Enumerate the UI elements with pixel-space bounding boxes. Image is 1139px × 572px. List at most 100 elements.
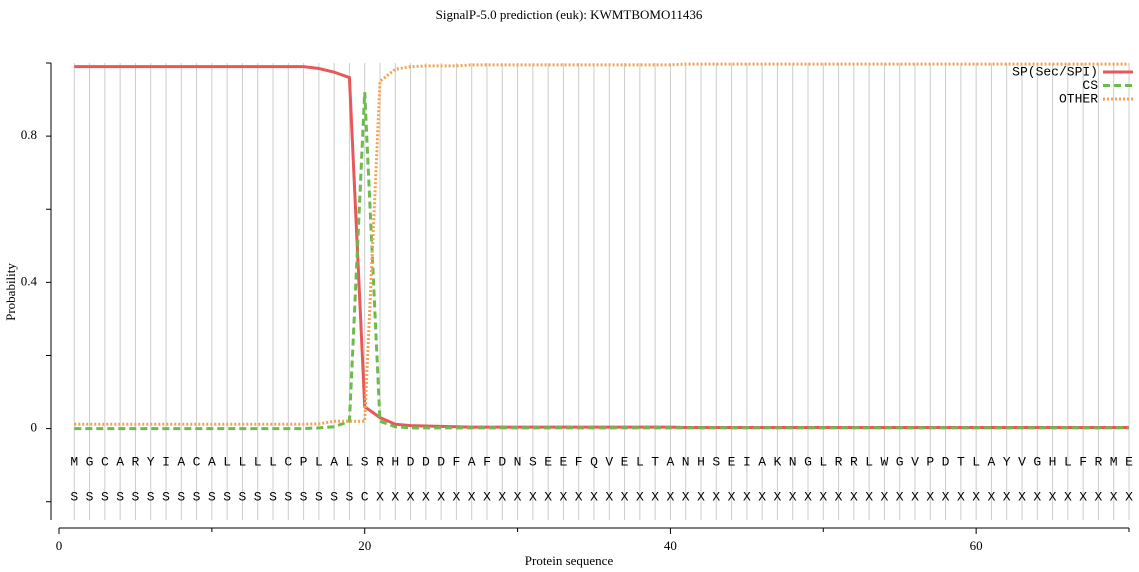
residue: V [605,454,613,469]
residue: R [376,454,384,469]
residue: F [1079,454,1087,469]
residue: L [223,454,231,469]
residue-label: X [605,489,613,504]
residue-label: X [819,489,827,504]
residue: A [116,454,124,469]
residue: I [743,454,751,469]
residue: A [208,454,216,469]
residue: L [239,454,247,469]
residue-label: S [162,489,170,504]
residue: A [330,454,338,469]
residue: F [483,454,491,469]
residue-label: X [407,489,415,504]
residue: K [774,454,782,469]
residue-label: X [1064,489,1072,504]
residue: Q [590,454,598,469]
residue-label: X [896,489,904,504]
residue-label: X [728,489,736,504]
residue: C [284,454,292,469]
residue: L [315,454,323,469]
residue-label: X [422,489,430,504]
residue: R [1095,454,1103,469]
residue: A [177,454,185,469]
series-line [74,62,1129,426]
residue: S [361,454,369,469]
x-axis-label: Protein sequence [525,553,614,568]
residue: A [667,454,675,469]
residue-label: X [575,489,583,504]
residue: N [789,454,797,469]
residue: S [529,454,537,469]
residue-label: X [881,489,889,504]
y-tick-label: 0.8 [21,127,37,142]
residue-label: S [132,489,140,504]
residue: N [682,454,690,469]
y-tick-label: 0 [31,420,38,435]
residue: M [1110,454,1118,469]
residue-label: X [560,489,568,504]
residue: L [636,454,644,469]
residue-label: X [529,489,537,504]
residue: D [942,454,950,469]
residue: P [300,454,308,469]
residue: A [468,454,476,469]
residue: E [621,454,629,469]
residue-label: X [590,489,598,504]
residue: D [422,454,430,469]
residue-label: X [972,489,980,504]
residue: P [926,454,934,469]
residue-label: S [193,489,201,504]
residue-label: X [865,489,873,504]
residue: L [972,454,980,469]
residue: E [1125,454,1133,469]
residue: L [865,454,873,469]
residue-label: X [1049,489,1057,504]
residue-label: X [926,489,934,504]
legend-label: OTHER [1059,91,1098,106]
residue-label: X [1125,489,1133,504]
residue: W [881,454,889,469]
residue: A [758,454,766,469]
residue-label: S [284,489,292,504]
residue: C [193,454,201,469]
residue-label: S [223,489,231,504]
residue-label: X [376,489,384,504]
residue: L [254,454,262,469]
residue: M [70,454,78,469]
residue-label: X [636,489,644,504]
residue-label: X [774,489,782,504]
residue-label: S [147,489,155,504]
residue-label: X [544,489,552,504]
residue-label: S [315,489,323,504]
residue: L [269,454,277,469]
residue-label: X [498,489,506,504]
x-tick-label: 20 [358,538,371,553]
residue: V [911,454,919,469]
residue: V [1018,454,1026,469]
residue-label: S [239,489,247,504]
residue: H [697,454,705,469]
y-axis-label: Probability [3,263,18,321]
residue-label: X [804,489,812,504]
legend-label: CS [1082,78,1098,93]
residue-label: C [361,489,369,504]
series-line [74,65,1129,429]
residue-label: X [682,489,690,504]
residue: E [728,454,736,469]
residue-label: X [1033,489,1041,504]
residue: G [1033,454,1041,469]
residue: H [391,454,399,469]
residue: H [1049,454,1057,469]
residue: D [498,454,506,469]
legend-label: SP(Sec/SPI) [1012,64,1098,79]
residue: T [651,454,659,469]
residue: R [132,454,140,469]
residue-label: X [850,489,858,504]
residue-label: X [483,489,491,504]
residue: E [560,454,568,469]
residue-label: X [1095,489,1103,504]
residue: E [544,454,552,469]
residue-label: S [300,489,308,504]
residue-label: X [743,489,751,504]
